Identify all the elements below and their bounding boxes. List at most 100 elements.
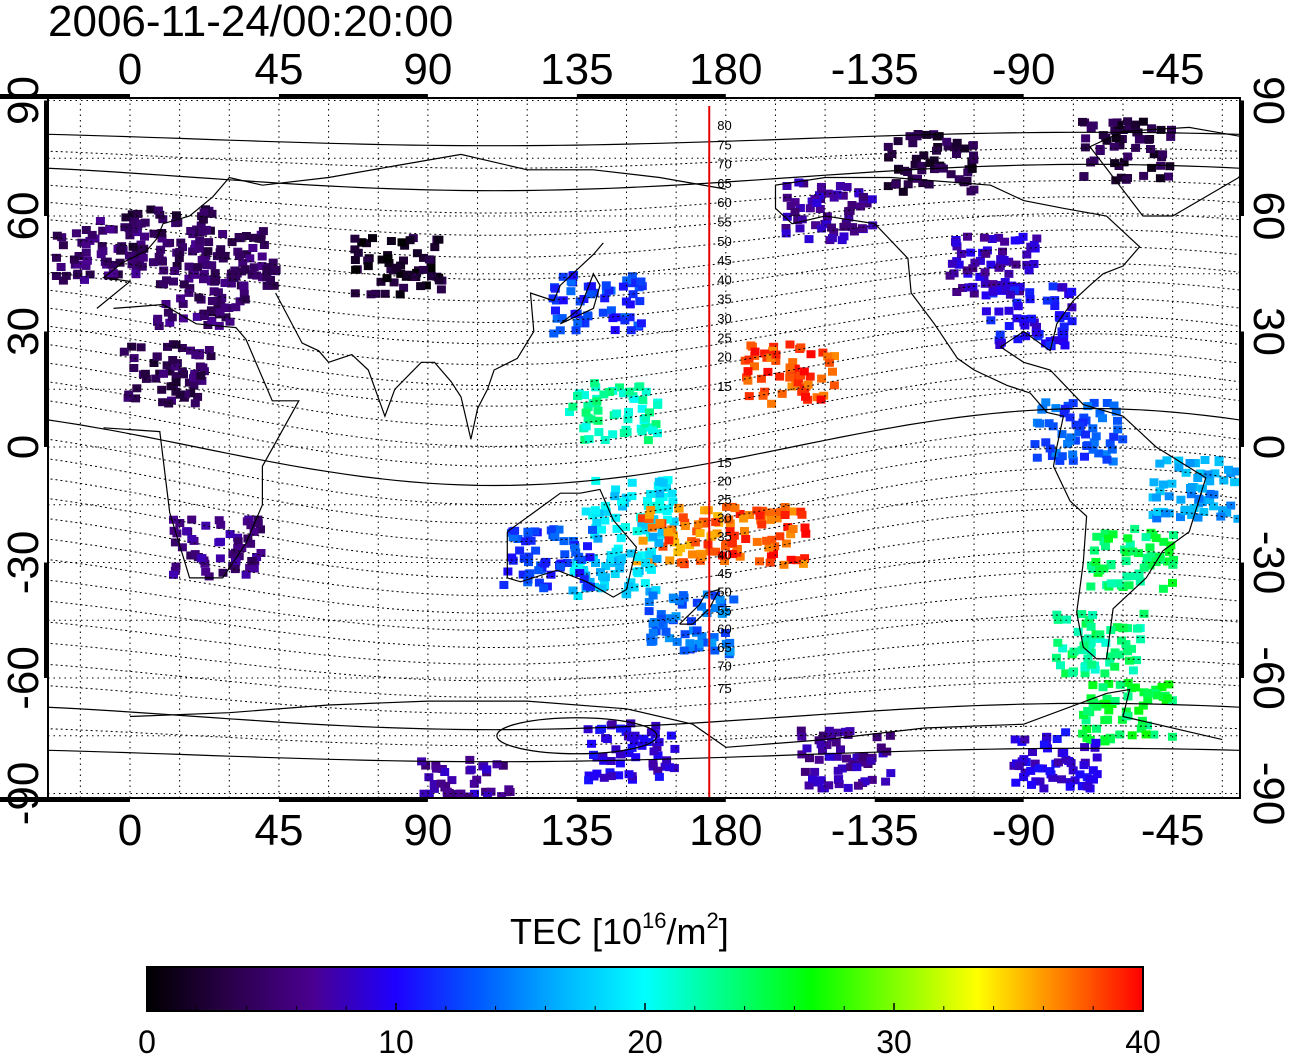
tec-cell xyxy=(824,726,834,735)
tec-cell xyxy=(384,259,394,267)
tec-cell xyxy=(215,308,225,316)
tec-cell xyxy=(1168,560,1178,569)
tec-cell xyxy=(812,199,822,207)
tec-cell xyxy=(788,525,798,533)
tec-cell xyxy=(161,300,171,308)
tec-cell xyxy=(508,533,518,542)
tec-cell xyxy=(1100,529,1110,538)
tec-cell xyxy=(1131,120,1140,129)
tec-cell xyxy=(635,297,645,306)
tec-cell xyxy=(189,374,198,383)
tec-cell xyxy=(818,731,828,740)
tec-cell xyxy=(631,753,641,762)
tec-cell xyxy=(838,191,848,200)
colorbar-label: TEC [1016/m2] xyxy=(510,908,729,952)
tec-cell xyxy=(1057,283,1067,292)
tec-cell xyxy=(648,426,657,435)
tec-cell xyxy=(685,639,695,648)
tec-cell xyxy=(1110,126,1120,135)
tec-cell xyxy=(262,265,272,274)
tec-cell xyxy=(1092,724,1101,733)
tec-cell xyxy=(790,208,800,216)
tec-cell xyxy=(117,242,127,251)
mag-lat-contour xyxy=(48,636,1240,682)
tec-cell xyxy=(644,515,654,524)
tec-cell xyxy=(713,512,723,521)
tec-cell xyxy=(758,391,768,400)
tec-cell xyxy=(199,275,208,284)
tec-cell xyxy=(963,232,972,241)
mag-lat-contour xyxy=(48,407,1240,487)
tec-cell xyxy=(256,549,266,557)
tec-cell xyxy=(238,258,248,267)
tec-cell xyxy=(669,517,679,526)
tec-cell xyxy=(185,284,195,293)
tec-cell xyxy=(725,647,735,656)
tec-cell xyxy=(1199,508,1209,516)
mag-lat-label-south: 25 xyxy=(717,492,731,507)
left-lat-label: 30 xyxy=(0,307,48,356)
tec-cell xyxy=(419,253,428,262)
tec-cell xyxy=(245,563,255,572)
tec-cell xyxy=(720,557,730,565)
tec-cell xyxy=(790,372,800,381)
tec-cell xyxy=(245,254,255,263)
tec-cell xyxy=(178,299,188,308)
tec-cell xyxy=(136,343,146,352)
mag-lat-contour xyxy=(48,487,1240,561)
mag-lat-contour xyxy=(48,725,1240,747)
tec-cell xyxy=(199,269,209,278)
tec-cell xyxy=(531,546,541,555)
tec-cell xyxy=(648,628,658,637)
tec-cell xyxy=(1109,142,1119,151)
tec-cell xyxy=(1149,150,1159,159)
tec-cell xyxy=(1095,409,1105,418)
tec-cell xyxy=(969,289,979,298)
tec-cell xyxy=(685,541,695,550)
tec-cell xyxy=(649,618,659,626)
tec-cell xyxy=(824,781,834,790)
tec-cell xyxy=(650,501,660,510)
tec-cell xyxy=(800,767,810,776)
tec-cell xyxy=(197,256,207,264)
tec-cell xyxy=(1045,341,1055,350)
tec-cell xyxy=(619,429,629,437)
tec-cell xyxy=(876,743,886,752)
tec-cell xyxy=(649,747,659,756)
tec-cell xyxy=(171,372,181,381)
tec-cell xyxy=(1088,121,1098,130)
tec-cell xyxy=(247,557,257,566)
tec-cell xyxy=(644,607,654,616)
right-latitude-labels: 90 60 30 0 -30 -60 -90 xyxy=(1244,76,1292,825)
tec-cell xyxy=(1048,282,1058,291)
tec-cell xyxy=(159,369,168,378)
tec-cell xyxy=(1159,537,1169,546)
tec-cell xyxy=(924,180,934,189)
tec-cell xyxy=(805,204,815,213)
tec-cell xyxy=(766,353,776,362)
tec-cell xyxy=(855,202,865,211)
tec-cell xyxy=(81,261,91,270)
tec-cell xyxy=(231,557,241,566)
tec-cell xyxy=(1193,513,1203,522)
tec-cell xyxy=(196,371,206,380)
tec-cell xyxy=(585,553,595,562)
top-lon-label: 0 xyxy=(118,45,142,94)
tec-cell xyxy=(663,527,673,536)
tec-cell xyxy=(1004,257,1014,266)
tec-cell xyxy=(949,269,959,278)
tec-cell xyxy=(571,548,581,557)
tec-cell xyxy=(583,542,592,551)
tec-cell xyxy=(1079,641,1089,650)
tec-cell xyxy=(796,343,806,352)
tec-cell xyxy=(74,252,84,260)
tec-cell xyxy=(796,371,805,380)
tec-cell xyxy=(1061,755,1071,764)
tec-cell xyxy=(580,391,589,400)
tec-cell xyxy=(656,610,666,619)
tec-cell xyxy=(171,562,181,571)
tec-cell xyxy=(1185,459,1195,467)
tec-cell xyxy=(558,272,568,281)
top-lon-label: 135 xyxy=(540,45,613,94)
tec-cell xyxy=(1152,514,1162,523)
